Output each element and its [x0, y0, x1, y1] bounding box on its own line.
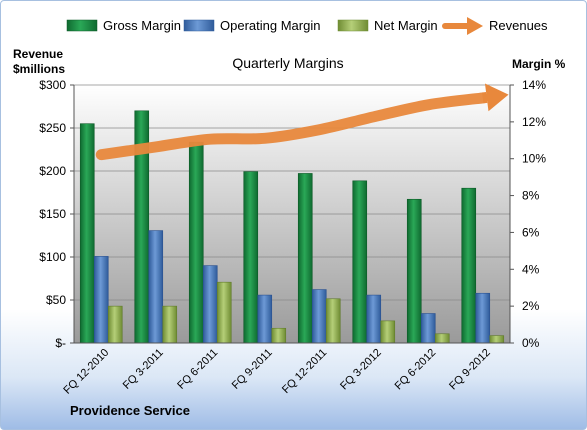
bar-operating-margin	[148, 230, 164, 344]
legend-swatch-revenues	[442, 17, 483, 35]
bar-net-margin	[162, 305, 178, 344]
chart-title: Quarterly Margins	[232, 55, 343, 71]
bar-operating-margin	[202, 265, 218, 344]
bar-gross-margin	[406, 198, 422, 344]
category-label: FQ 12-2011	[280, 347, 329, 396]
bar-net-margin	[107, 305, 123, 344]
legend-swatch-net-margin	[337, 19, 369, 32]
legend-label-net-margin: Net Margin	[374, 18, 438, 33]
right-axis-label: Margin %	[512, 57, 566, 71]
bar-gross-margin	[243, 171, 259, 344]
bar-net-margin	[216, 281, 232, 344]
left-axis-label-line2: $millions	[13, 62, 65, 76]
right-tick-label: 6%	[522, 225, 540, 239]
legend-swatch-operating-margin	[183, 19, 215, 32]
left-tick-label: $200	[39, 164, 66, 178]
category-label: FQ 3-2011	[121, 347, 166, 392]
legend: Gross Margin Operating Margin Net Margin…	[66, 17, 548, 35]
tick-labels: $- $50 $100 $150 $200 $250 $300 0% 2% 4% 6% 8% 10% 12…	[39, 78, 546, 350]
revenue-line-extension	[482, 91, 488, 104]
category-label: FQ 12-2010	[61, 347, 111, 397]
revenue-line-path	[95, 92, 489, 161]
bar-operating-margin	[475, 292, 491, 344]
category-label: FQ 9-2011	[230, 347, 275, 392]
right-tick-label: 14%	[522, 78, 546, 92]
left-axis-label-line1: Revenue	[13, 47, 63, 61]
bar-gross-margin	[461, 187, 477, 344]
category-label: FQ 9-2012	[447, 347, 493, 393]
legend-label-operating-margin: Operating Margin	[220, 18, 320, 33]
category-label: FQ 6-2012	[393, 347, 439, 393]
right-tick-label: 4%	[522, 262, 540, 276]
revenue-arrowhead	[484, 83, 509, 112]
right-tick-label: 8%	[522, 189, 540, 203]
footer-label: Providence Service	[70, 403, 190, 418]
left-tick-label: $150	[39, 207, 66, 221]
bar-gross-margin	[79, 123, 95, 344]
left-tick-label: $300	[39, 78, 66, 92]
category-label: FQ 3-2012	[338, 347, 384, 393]
right-tick-label: 12%	[522, 115, 546, 129]
left-tick-label: $250	[39, 121, 66, 135]
bar-operating-margin	[366, 294, 382, 344]
bar-operating-margin	[420, 313, 436, 344]
bar-gross-margin	[297, 173, 313, 344]
bar-net-margin	[434, 333, 450, 344]
right-tick-label: 10%	[522, 152, 546, 166]
legend-label-gross-margin: Gross Margin	[103, 18, 181, 33]
legend-swatch-gross-margin	[66, 19, 98, 32]
bar-net-margin	[489, 335, 505, 344]
bar-net-margin	[325, 298, 341, 344]
revenue-line	[95, 83, 509, 161]
left-tick-label: $100	[39, 250, 66, 264]
right-tick-label: 2%	[522, 299, 540, 313]
bar-operating-margin	[93, 256, 109, 344]
category-labels: FQ 12-2010 FQ 3-2011 FQ 6-2011 FQ 9-2011 FQ …	[61, 347, 492, 397]
bar-operating-margin	[311, 289, 327, 344]
bars	[79, 110, 505, 344]
bar-gross-margin	[188, 141, 204, 344]
left-tick-label: $-	[55, 336, 66, 350]
bar-gross-margin	[352, 180, 368, 344]
bar-net-margin	[380, 320, 396, 344]
bar-net-margin	[271, 327, 287, 344]
category-label: FQ 6-2011	[175, 347, 220, 392]
legend-label-revenues: Revenues	[489, 18, 548, 33]
right-tick-label: 0%	[522, 336, 540, 350]
left-tick-label: $50	[46, 293, 66, 307]
bar-operating-margin	[257, 294, 273, 344]
